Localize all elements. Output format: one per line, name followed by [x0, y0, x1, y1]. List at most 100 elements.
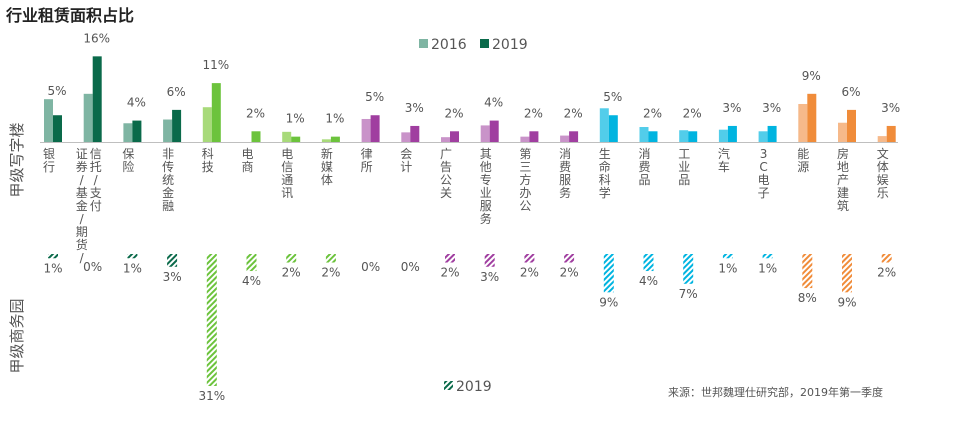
bar-business-2019: [127, 254, 138, 259]
data-label-office: 3%: [722, 101, 741, 115]
x-tick-label: 电商: [241, 147, 253, 174]
data-label-office: 1%: [325, 112, 344, 126]
data-label-office: 2%: [683, 106, 702, 120]
data-label-business: 2%: [877, 266, 896, 280]
data-label-business: 8%: [798, 291, 817, 305]
bar-2016: [282, 131, 292, 142]
data-label-business: 31%: [198, 389, 225, 403]
bar-2019: [251, 131, 261, 142]
bar-2016: [361, 118, 371, 142]
y-axis-label-office: 甲级写字楼: [8, 122, 26, 197]
bar-business-2019: [802, 254, 813, 289]
data-label-office: 4%: [127, 96, 146, 110]
data-label-office: 5%: [47, 84, 66, 98]
x-tick-label: 消费品: [638, 147, 650, 187]
legend-label-2019: 2019: [492, 37, 528, 53]
bar-2019: [886, 125, 896, 142]
bar-2016: [163, 119, 173, 142]
x-tick-label: 银行: [43, 147, 55, 174]
bar-business-2019: [206, 254, 217, 386]
bar-2016: [44, 99, 53, 142]
bar-2016: [520, 136, 530, 142]
data-label-office: 4%: [484, 96, 503, 110]
bar-2019: [807, 93, 817, 142]
legend-swatch-2016: [419, 39, 428, 48]
bar-2016: [321, 139, 331, 142]
bar-business-2019: [167, 254, 178, 267]
bar-2019: [569, 131, 579, 142]
data-label-office: 6%: [167, 85, 186, 99]
data-label-business: 1%: [43, 261, 62, 275]
legend-swatch-2019: [480, 39, 489, 48]
bar-business-2019: [445, 254, 455, 263]
data-label-business: 2%: [560, 266, 579, 280]
bar-2016: [798, 103, 808, 142]
x-tick-label: 能源: [797, 147, 809, 174]
bar-2016: [838, 122, 847, 142]
x-tick-label: 其他专业服务: [480, 147, 492, 226]
bar-2016: [123, 123, 133, 142]
x-tick-label: 律所: [361, 147, 373, 174]
data-label-business: 1%: [718, 261, 737, 275]
x-tick-label: 非传统金融: [162, 147, 174, 213]
bar-2016: [639, 127, 649, 142]
bar-business-2019: [484, 254, 495, 267]
bar-2019: [688, 131, 698, 142]
data-label-business: 1%: [123, 261, 142, 275]
data-label-business: 2%: [321, 266, 340, 280]
data-label-office: 2%: [246, 106, 265, 120]
bar-business-2019: [325, 254, 336, 263]
data-label-office: 16%: [83, 31, 110, 45]
data-label-office: 2%: [444, 106, 463, 120]
x-tick-label: 会计: [400, 147, 412, 174]
data-label-business: 4%: [242, 274, 261, 288]
bar-2019: [172, 109, 182, 142]
bar-business-2019: [722, 254, 733, 259]
bar-business-2019: [246, 254, 257, 272]
data-label-business: 0%: [361, 260, 380, 274]
bar-2016: [877, 136, 887, 142]
bar-2019: [847, 109, 856, 142]
x-tick-label: 保险: [122, 147, 134, 174]
x-tick-label: 房地产建筑: [837, 146, 849, 213]
data-label-business: 3%: [163, 270, 182, 284]
bar-2016: [480, 125, 490, 142]
data-label-office: 5%: [603, 90, 622, 104]
x-tick-label: 新媒体: [321, 146, 333, 187]
data-label-business: 0%: [83, 260, 102, 274]
x-tick-label: 第三方办公: [519, 147, 531, 213]
data-label-business: 1%: [758, 261, 777, 275]
data-label-business: 9%: [837, 295, 856, 309]
legend-label-business-2019: 2019: [456, 379, 492, 395]
bar-2019: [211, 83, 221, 142]
legend-label-2016: 2016: [431, 37, 467, 53]
x-tick-label: 汽车: [718, 146, 730, 174]
bar-2019: [529, 131, 539, 142]
bar-2016: [441, 137, 450, 142]
data-label-office: 5%: [365, 90, 384, 104]
bar-2019: [648, 131, 658, 142]
x-tick-label: 生命科学: [599, 147, 611, 200]
data-label-office: 3%: [405, 101, 424, 115]
data-label-business: 4%: [639, 274, 658, 288]
bar-2019: [608, 115, 618, 142]
bar-business-2019: [564, 254, 575, 263]
data-label-business: 0%: [401, 260, 420, 274]
bar-2019: [92, 56, 102, 143]
bar-2019: [291, 136, 301, 142]
data-label-business: 7%: [679, 287, 698, 301]
bar-2016: [758, 131, 768, 142]
bar-2019: [53, 115, 62, 142]
x-tick-label: 工业品: [678, 147, 690, 187]
bar-2019: [450, 131, 459, 142]
bar-2016: [560, 135, 570, 142]
data-label-business: 3%: [480, 270, 499, 284]
bar-business-2019: [48, 254, 58, 259]
bar-2016: [202, 107, 212, 142]
bar-business-2019: [286, 254, 297, 263]
bar-business-2019: [524, 254, 535, 263]
bar-2019: [489, 120, 499, 142]
x-tick-label: 消费服务: [559, 147, 571, 200]
